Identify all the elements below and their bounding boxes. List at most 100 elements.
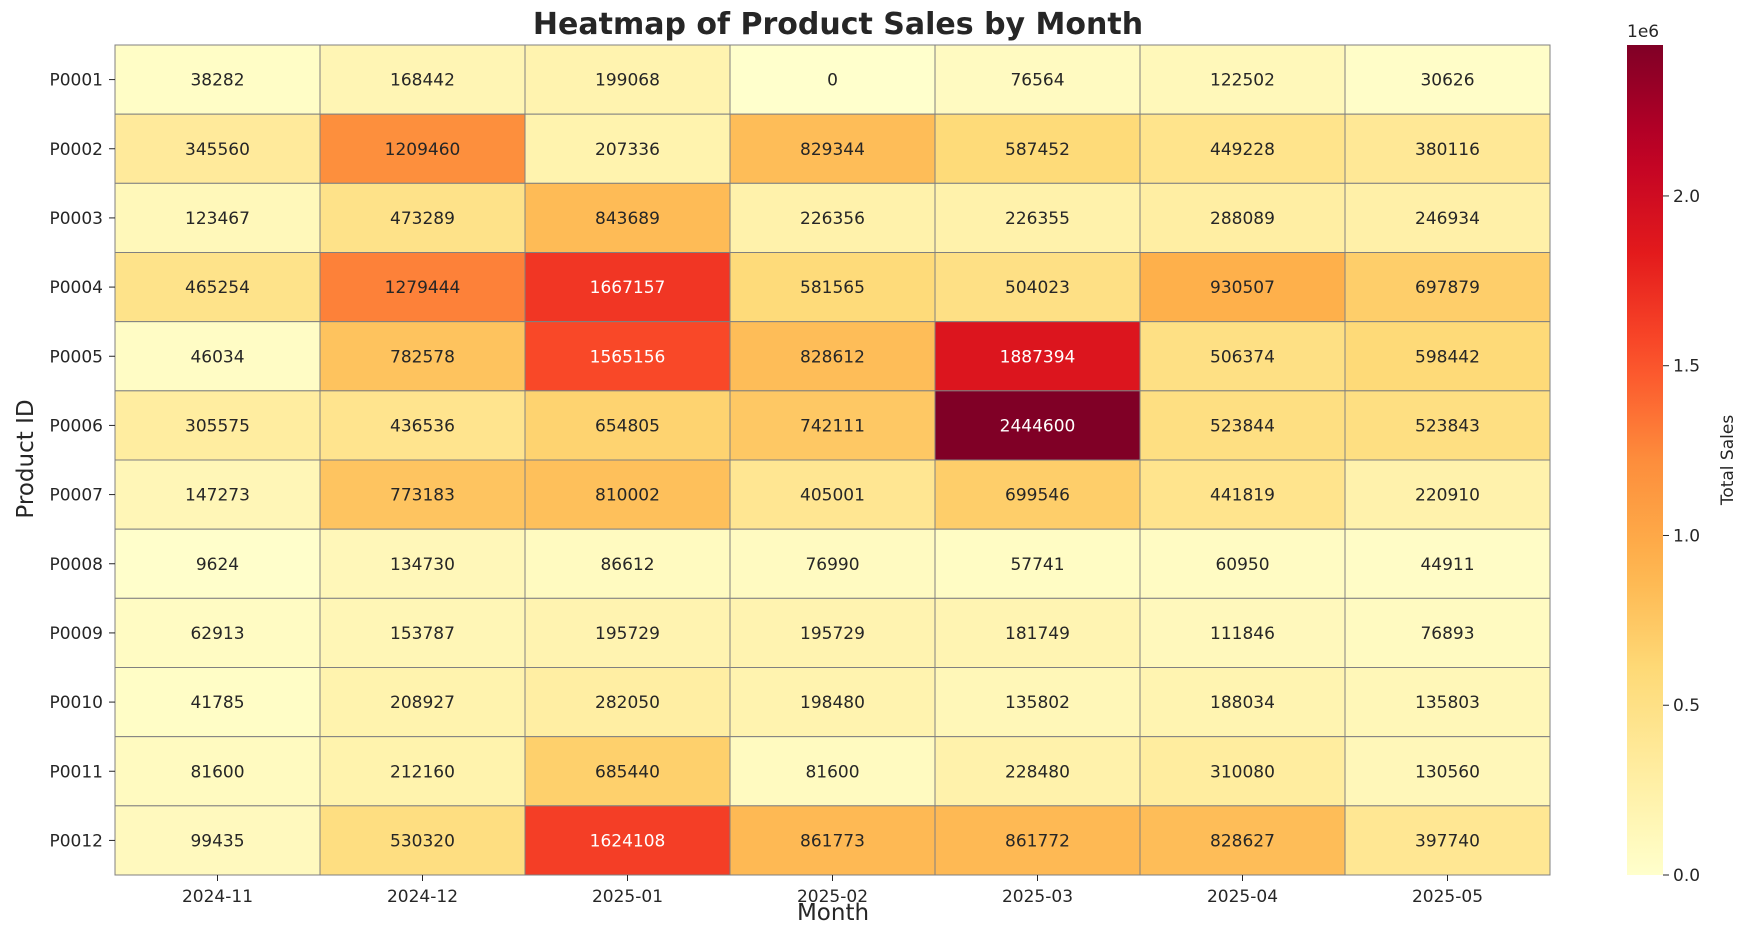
heatmap-cell <box>319 528 526 599</box>
heatmap-cell <box>524 736 731 807</box>
cell-value-label: 345560 <box>185 140 250 160</box>
cell-value-label: 810002 <box>595 486 660 506</box>
heatmap-cell <box>934 805 1141 876</box>
cell-value-label: 228480 <box>1005 762 1070 782</box>
cell-value-label: 134730 <box>390 555 455 575</box>
cell-value-label: 397740 <box>1415 831 1480 851</box>
heatmap-cell <box>729 44 936 115</box>
y-tick-label: P0008 <box>49 555 103 575</box>
colorbar-multiplier: 1e6 <box>1627 22 1659 42</box>
heatmap-cell <box>524 597 731 668</box>
cell-value-label: 504023 <box>1005 278 1070 298</box>
cell-value-label: 76990 <box>805 555 859 575</box>
heatmap-cell <box>1139 252 1346 323</box>
heatmap-cell <box>319 736 526 807</box>
cell-value-label: 523843 <box>1415 416 1480 436</box>
y-tick-label: P0006 <box>49 416 103 436</box>
cell-value-label: 198480 <box>800 693 865 713</box>
cell-value-label: 99435 <box>190 831 244 851</box>
heatmap-cell <box>1139 182 1346 253</box>
heatmap-cells: 38282 168442 199068 0 76564 122502 30626 345560… <box>114 44 1551 876</box>
cell-value-label: 282050 <box>595 693 660 713</box>
heatmap-cell <box>1139 597 1346 668</box>
cell-value-label: 654805 <box>595 416 660 436</box>
cell-value-label: 829344 <box>800 140 865 160</box>
cell-value-label: 843689 <box>595 209 660 229</box>
heatmap-cell <box>524 182 731 253</box>
cell-value-label: 153787 <box>390 624 455 644</box>
cell-value-label: 57741 <box>1010 555 1064 575</box>
heatmap-cell <box>1344 459 1551 530</box>
cell-value-label: 208927 <box>390 693 455 713</box>
x-tick-label: 2025-01 <box>592 887 663 907</box>
heatmap-cell <box>319 252 526 323</box>
cell-value-label: 697879 <box>1415 278 1480 298</box>
cell-value-label: 1279444 <box>385 278 461 298</box>
heatmap-cell <box>114 528 321 599</box>
cell-value-label: 828627 <box>1210 831 1275 851</box>
heatmap-cell <box>729 459 936 530</box>
cell-value-label: 930507 <box>1210 278 1275 298</box>
cell-value-label: 60950 <box>1215 555 1269 575</box>
colorbar-tick-label: 1.0 <box>1673 526 1700 546</box>
cell-value-label: 226356 <box>800 209 865 229</box>
heatmap-cell <box>1139 44 1346 115</box>
cell-value-label: 699546 <box>1005 486 1070 506</box>
heatmap-cell <box>114 252 321 323</box>
heatmap-cell <box>524 667 731 738</box>
heatmap-cell <box>319 44 526 115</box>
colorbar-tick-label: 0.5 <box>1673 696 1700 716</box>
heatmap-cell <box>934 528 1141 599</box>
cell-value-label: 473289 <box>390 209 455 229</box>
cell-value-label: 44911 <box>1420 555 1474 575</box>
cell-value-label: 122502 <box>1210 71 1275 91</box>
heatmap-cell <box>1139 667 1346 738</box>
heatmap-cell <box>1344 321 1551 392</box>
cell-value-label: 506374 <box>1210 347 1275 367</box>
x-tick-label: 2024-12 <box>387 887 458 907</box>
colorbar-tick-label: 1.5 <box>1673 357 1700 377</box>
cell-value-label: 135802 <box>1005 693 1070 713</box>
cell-value-label: 81600 <box>190 762 244 782</box>
cell-value-label: 9624 <box>196 555 239 575</box>
heatmap-cell <box>1344 736 1551 807</box>
heatmap-cell <box>934 182 1141 253</box>
colorbar-ticks: 0.0 0.5 1.0 1.5 2.0 <box>1663 187 1700 886</box>
heatmap-cell <box>114 113 321 184</box>
cell-value-label: 226355 <box>1005 209 1070 229</box>
heatmap-cell <box>524 459 731 530</box>
cell-value-label: 530320 <box>390 831 455 851</box>
heatmap-cell <box>934 459 1141 530</box>
heatmap-cell <box>114 44 321 115</box>
heatmap-cell <box>114 321 321 392</box>
cell-value-label: 1667157 <box>590 278 666 298</box>
cell-value-label: 188034 <box>1210 693 1275 713</box>
heatmap-cell <box>1139 528 1346 599</box>
cell-value-label: 685440 <box>595 762 660 782</box>
cell-value-label: 135803 <box>1415 693 1480 713</box>
x-tick-label: 2025-02 <box>797 887 868 907</box>
heatmap-cell <box>729 390 936 461</box>
heatmap-cell <box>114 459 321 530</box>
cell-value-label: 310080 <box>1210 762 1275 782</box>
cell-value-label: 38282 <box>190 71 244 91</box>
heatmap-cell <box>1139 459 1346 530</box>
heatmap-cell <box>319 390 526 461</box>
heatmap-cell <box>1344 667 1551 738</box>
y-tick-label: P0012 <box>49 831 103 851</box>
cell-value-label: 465254 <box>185 278 250 298</box>
x-tick-label: 2025-04 <box>1207 887 1278 907</box>
cell-value-label: 1565156 <box>590 347 666 367</box>
heatmap-cell <box>729 667 936 738</box>
cell-value-label: 598442 <box>1415 347 1480 367</box>
heatmap-cell <box>1139 113 1346 184</box>
cell-value-label: 220910 <box>1415 486 1480 506</box>
heatmap-cell <box>729 736 936 807</box>
x-axis-label: Month <box>797 900 869 926</box>
heatmap-cell <box>1139 736 1346 807</box>
cell-value-label: 195729 <box>595 624 660 644</box>
heatmap-cell <box>934 597 1141 668</box>
cell-value-label: 2444600 <box>1000 416 1076 436</box>
colorbar <box>1627 45 1663 875</box>
cell-value-label: 523844 <box>1210 416 1275 436</box>
